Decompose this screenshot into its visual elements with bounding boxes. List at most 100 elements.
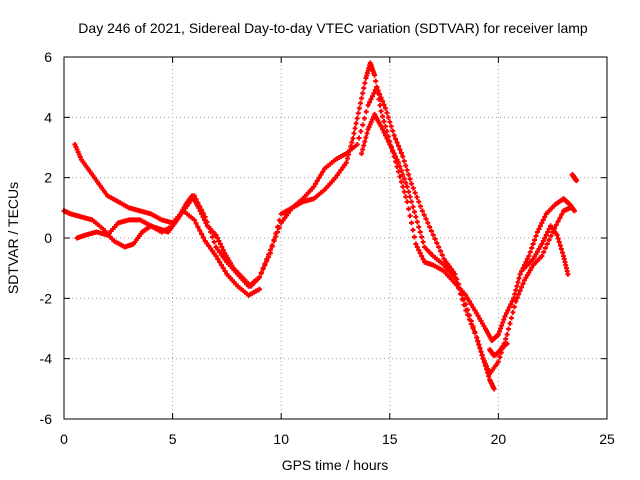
data-point [409, 199, 415, 205]
data-point [540, 217, 546, 223]
data-point [537, 223, 543, 229]
data-point [217, 241, 223, 247]
data-point [514, 295, 520, 301]
y-tick-label: -2 [40, 290, 53, 306]
series-track-7 [569, 172, 580, 184]
data-point [401, 158, 407, 164]
data-point [404, 184, 410, 190]
series-track-5 [521, 223, 571, 277]
data-point [352, 125, 358, 131]
data-point [527, 249, 533, 255]
data-point [219, 244, 225, 250]
data-point [380, 98, 386, 104]
data-point [567, 205, 573, 211]
data-point [360, 147, 366, 153]
data-point [545, 229, 551, 235]
data-point [520, 281, 526, 287]
data-point [354, 141, 360, 147]
data-point [316, 175, 322, 181]
data-point [474, 335, 480, 341]
data-point [555, 236, 561, 242]
data-point [574, 178, 580, 184]
chart-title: Day 246 of 2021, Sidereal Day-to-day VTE… [78, 20, 588, 36]
data-point [365, 102, 371, 108]
data-point [421, 212, 427, 218]
data-point [539, 253, 545, 259]
data-point [508, 301, 514, 307]
data-point [378, 123, 384, 129]
data-point [465, 312, 471, 318]
data-point [491, 386, 497, 392]
data-point [314, 178, 320, 184]
data-point [409, 220, 415, 226]
data-point [412, 190, 418, 196]
series-track-1 [61, 60, 577, 344]
y-axis-label: SDTVAR / TECUs [5, 182, 21, 294]
data-point [368, 96, 374, 102]
data-point [313, 181, 319, 187]
data-point [470, 304, 476, 310]
data-point [504, 332, 510, 338]
data-point [428, 228, 434, 234]
data-point [556, 239, 562, 245]
data-point [262, 262, 268, 268]
data-point [559, 211, 565, 217]
data-point [543, 232, 549, 238]
data-point [218, 262, 224, 268]
data-point [420, 256, 426, 262]
data-point [530, 241, 536, 247]
data-point [359, 95, 365, 101]
data-point [204, 219, 210, 225]
series-track-4 [359, 111, 497, 392]
data-point [410, 185, 416, 191]
data-point [397, 147, 403, 153]
data-point [425, 220, 431, 226]
data-point [398, 179, 404, 185]
data-point [191, 193, 197, 199]
data-point [361, 85, 367, 91]
data-point [390, 148, 396, 154]
data-point [505, 307, 511, 313]
data-points [61, 60, 580, 392]
data-point [404, 167, 410, 173]
data-point [380, 126, 386, 132]
data-point [360, 90, 366, 96]
data-point [517, 288, 523, 294]
y-tick-label: -4 [40, 351, 53, 367]
data-point [526, 253, 532, 259]
data-point [507, 320, 513, 326]
data-point [419, 234, 425, 240]
data-point [354, 115, 360, 121]
data-point [266, 254, 272, 260]
data-point [388, 145, 394, 150]
data-point [373, 78, 379, 84]
data-point [495, 359, 501, 365]
data-point [480, 356, 486, 362]
data-point [276, 217, 282, 223]
data-point [519, 268, 525, 274]
data-point [197, 227, 203, 233]
data-point [400, 184, 406, 190]
data-point [387, 141, 393, 147]
data-point [470, 326, 476, 331]
data-point [416, 199, 422, 205]
data-point [482, 363, 488, 369]
grid [64, 57, 607, 419]
data-point [371, 90, 377, 96]
data-point [409, 181, 415, 187]
data-point [344, 156, 350, 162]
data-point [466, 298, 472, 304]
data-point [381, 118, 387, 124]
data-point [356, 105, 362, 111]
data-point [403, 163, 409, 169]
data-point [499, 322, 505, 328]
data-point [378, 95, 384, 101]
y-tick-label: 6 [44, 49, 52, 65]
y-tick-label: 4 [44, 109, 52, 125]
data-point [430, 232, 436, 238]
data-point [358, 128, 364, 134]
data-point [495, 332, 501, 338]
plot-frame [63, 56, 608, 420]
data-point [193, 196, 199, 202]
data-point [363, 134, 369, 140]
